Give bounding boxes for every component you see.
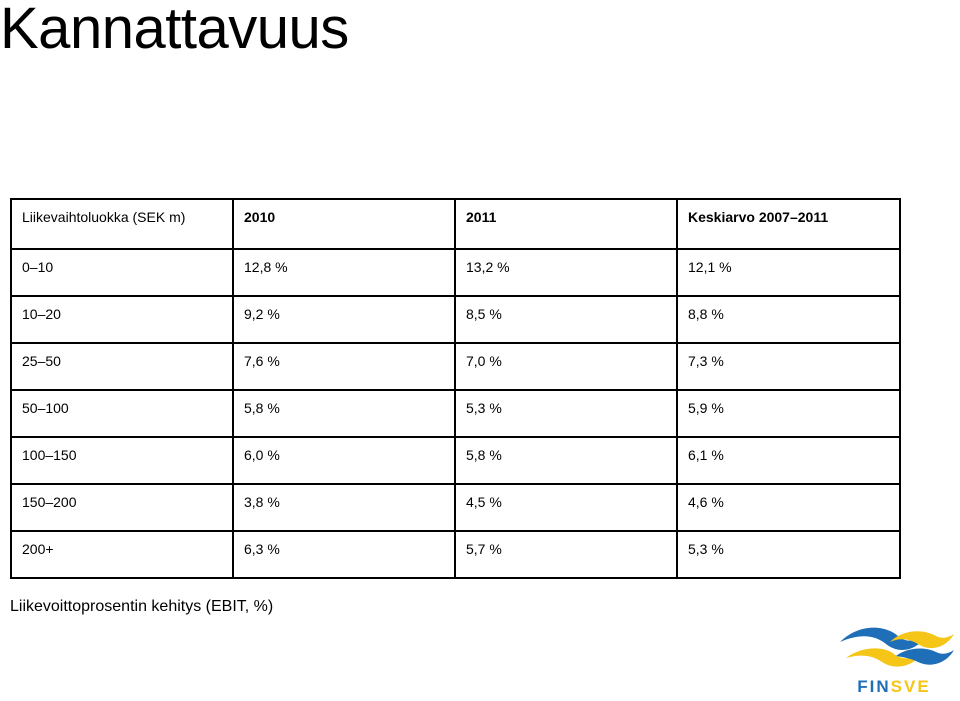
logo-text: FINSVE bbox=[857, 677, 930, 696]
average-cell: 7,3 % bbox=[676, 342, 901, 391]
value-2011-cell: 8,5 % bbox=[454, 295, 678, 344]
table-header-row: Liikevaihtoluokka (SEK m) 2010 2011 Kesk… bbox=[10, 198, 901, 250]
revenue-class-cell: 25–50 bbox=[10, 342, 234, 391]
value-2010-cell: 9,2 % bbox=[232, 295, 456, 344]
revenue-class-cell: 50–100 bbox=[10, 389, 234, 438]
value-2011-cell: 5,7 % bbox=[454, 530, 678, 579]
finsve-logo: FINSVE bbox=[832, 622, 957, 696]
revenue-class-cell: 0–10 bbox=[10, 248, 234, 297]
average-cell: 8,8 % bbox=[676, 295, 901, 344]
value-2010-cell: 3,8 % bbox=[232, 483, 456, 532]
revenue-class-cell: 150–200 bbox=[10, 483, 234, 532]
value-2011-cell: 4,5 % bbox=[454, 483, 678, 532]
average-cell: 4,6 % bbox=[676, 483, 901, 532]
header-2010: 2010 bbox=[232, 198, 456, 250]
value-2010-cell: 7,6 % bbox=[232, 342, 456, 391]
average-cell: 12,1 % bbox=[676, 248, 901, 297]
table-caption: Liikevoittoprosentin kehitys (EBIT, %) bbox=[10, 598, 274, 615]
value-2011-cell: 13,2 % bbox=[454, 248, 678, 297]
value-2011-cell: 7,0 % bbox=[454, 342, 678, 391]
header-average: Keskiarvo 2007–2011 bbox=[676, 198, 901, 250]
revenue-class-cell: 10–20 bbox=[10, 295, 234, 344]
value-2010-cell: 5,8 % bbox=[232, 389, 456, 438]
table-row: 10–20 9,2 % 8,5 % 8,8 % bbox=[10, 295, 901, 344]
table-row: 200+ 6,3 % 5,7 % 5,3 % bbox=[10, 530, 901, 579]
value-2011-cell: 5,3 % bbox=[454, 389, 678, 438]
page-title: Kannattavuus bbox=[0, 0, 349, 61]
table-row: 25–50 7,6 % 7,0 % 7,3 % bbox=[10, 342, 901, 391]
value-2011-cell: 5,8 % bbox=[454, 436, 678, 485]
table-row: 100–150 6,0 % 5,8 % 6,1 % bbox=[10, 436, 901, 485]
average-cell: 6,1 % bbox=[676, 436, 901, 485]
table-row: 150–200 3,8 % 4,5 % 4,6 % bbox=[10, 483, 901, 532]
revenue-class-cell: 200+ bbox=[10, 530, 234, 579]
header-revenue-class: Liikevaihtoluokka (SEK m) bbox=[10, 198, 234, 250]
value-2010-cell: 6,0 % bbox=[232, 436, 456, 485]
header-2011: 2011 bbox=[454, 198, 678, 250]
finsve-logo-mark: FINSVE bbox=[840, 627, 954, 696]
table-row: 50–100 5,8 % 5,3 % 5,9 % bbox=[10, 389, 901, 438]
profitability-table: Liikevaihtoluokka (SEK m) 2010 2011 Kesk… bbox=[10, 198, 901, 579]
value-2010-cell: 12,8 % bbox=[232, 248, 456, 297]
average-cell: 5,3 % bbox=[676, 530, 901, 579]
value-2010-cell: 6,3 % bbox=[232, 530, 456, 579]
average-cell: 5,9 % bbox=[676, 389, 901, 438]
revenue-class-cell: 100–150 bbox=[10, 436, 234, 485]
table-row: 0–10 12,8 % 13,2 % 12,1 % bbox=[10, 248, 901, 297]
